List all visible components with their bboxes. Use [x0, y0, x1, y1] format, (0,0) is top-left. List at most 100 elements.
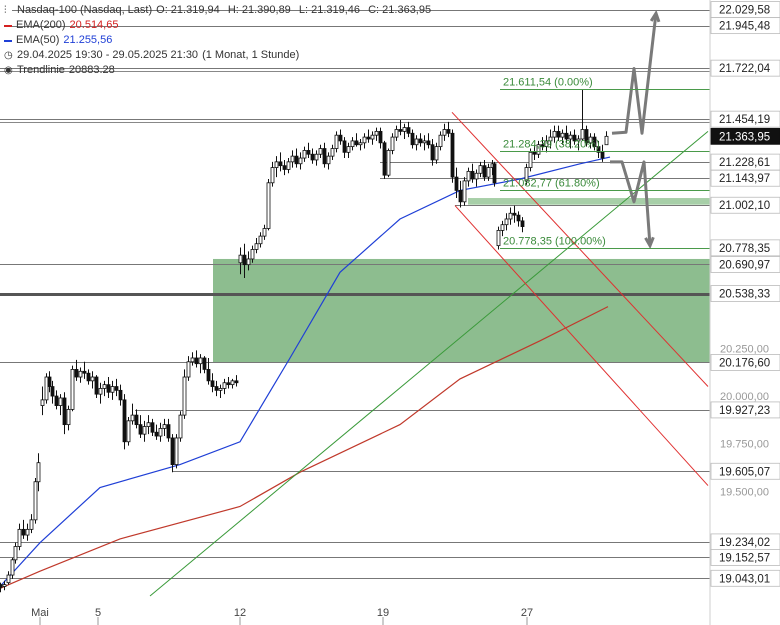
candle	[552, 125, 557, 143]
candle-body	[138, 424, 143, 435]
candle-body	[202, 357, 207, 370]
candle-body	[266, 182, 271, 229]
candle	[254, 238, 259, 254]
candle-body	[17, 528, 22, 547]
instrument-title: Nasdaq-100 (Nasdaq, Last)	[17, 4, 153, 16]
price-label-box	[710, 196, 780, 214]
price-label-box	[710, 110, 780, 128]
indicator-lines-layer	[0, 111, 709, 597]
candle	[346, 142, 351, 159]
candle	[122, 394, 127, 450]
candle-body	[98, 388, 103, 395]
candle	[146, 415, 151, 435]
legend-trendline[interactable]: ◉ Trendlinie 20883.28	[4, 63, 436, 78]
candle-body	[158, 428, 163, 437]
legend-ema200[interactable]: EMA(200) 20.514,65	[4, 18, 436, 33]
candle	[410, 129, 415, 149]
price-label: 20.690,97	[719, 259, 770, 271]
candle-body	[422, 140, 427, 144]
candle-body	[146, 422, 151, 427]
price-label: 21.143,97	[719, 173, 770, 185]
price-label: 21.722,04	[719, 63, 771, 75]
candle	[86, 369, 91, 385]
candle-body	[290, 155, 295, 163]
candle-body	[94, 376, 99, 395]
candle-body	[274, 161, 279, 168]
x-tick-label: Mai	[31, 607, 49, 619]
candle-body	[478, 165, 483, 174]
candle-body	[82, 370, 87, 374]
fib-label: 21.284,39 (38.20%)	[503, 139, 600, 151]
candle-body	[102, 384, 107, 389]
candle	[10, 557, 15, 579]
candle-body	[394, 129, 399, 138]
candle-body	[134, 414, 139, 426]
candle-body	[242, 254, 247, 266]
candle-body	[334, 134, 339, 149]
price-label: 22.029,58	[719, 5, 770, 17]
price-label-box	[710, 256, 780, 273]
candle-body	[572, 134, 577, 142]
candle-body	[474, 172, 479, 180]
candle-body	[446, 129, 451, 134]
candle-body	[398, 129, 403, 132]
candle-body	[414, 138, 419, 146]
candle-body	[528, 151, 533, 168]
candle	[0, 582, 3, 593]
candle-body	[234, 380, 239, 384]
candle-body	[346, 146, 351, 153]
candle	[366, 129, 371, 143]
candle	[74, 359, 79, 381]
candle-body	[222, 382, 227, 389]
candle-body	[426, 140, 431, 146]
candle	[230, 378, 235, 389]
candle	[580, 89, 585, 141]
candle	[474, 169, 479, 187]
candle	[202, 356, 207, 374]
candle-body	[70, 369, 75, 410]
candle-body	[524, 167, 529, 182]
candle-body	[442, 129, 447, 136]
price-label: 20.538,33	[719, 289, 770, 301]
y-tick-label: 20.000,00	[720, 391, 769, 403]
candle	[406, 121, 411, 138]
candle-body	[544, 140, 549, 148]
candle-body	[568, 134, 573, 140]
candle	[442, 123, 447, 141]
candle-body	[548, 136, 553, 142]
candle	[524, 163, 529, 185]
ema50-swatch	[4, 39, 12, 42]
candle	[596, 140, 601, 159]
price-label: 19.605,07	[719, 466, 770, 478]
price-label: 21.945,48	[719, 21, 770, 33]
candle	[118, 384, 123, 406]
candle-body	[36, 462, 41, 483]
candle	[40, 386, 45, 416]
horizontal-lines-layer	[0, 10, 710, 579]
price-label-box	[710, 17, 780, 35]
candle-body	[592, 136, 597, 148]
candle-body	[322, 148, 327, 165]
candle-body	[286, 161, 291, 170]
candle	[25, 523, 30, 541]
candle	[238, 247, 243, 275]
candle-body	[54, 395, 59, 406]
candle-body	[386, 150, 391, 176]
candle-body	[258, 235, 263, 245]
candle	[588, 133, 593, 149]
legend-ema50[interactable]: EMA(50) 21.255,56	[4, 33, 436, 48]
candle-body	[270, 167, 275, 184]
candle-body	[126, 420, 131, 443]
candle	[600, 144, 605, 162]
candle-body	[122, 399, 127, 443]
price-label-box	[710, 462, 780, 480]
candle-body	[326, 155, 331, 165]
candle-body	[13, 546, 18, 561]
candle-body	[90, 376, 95, 382]
candle	[528, 148, 533, 172]
candle	[6, 571, 11, 585]
candle	[258, 232, 263, 248]
candle	[158, 422, 163, 442]
candle-body	[218, 388, 223, 391]
